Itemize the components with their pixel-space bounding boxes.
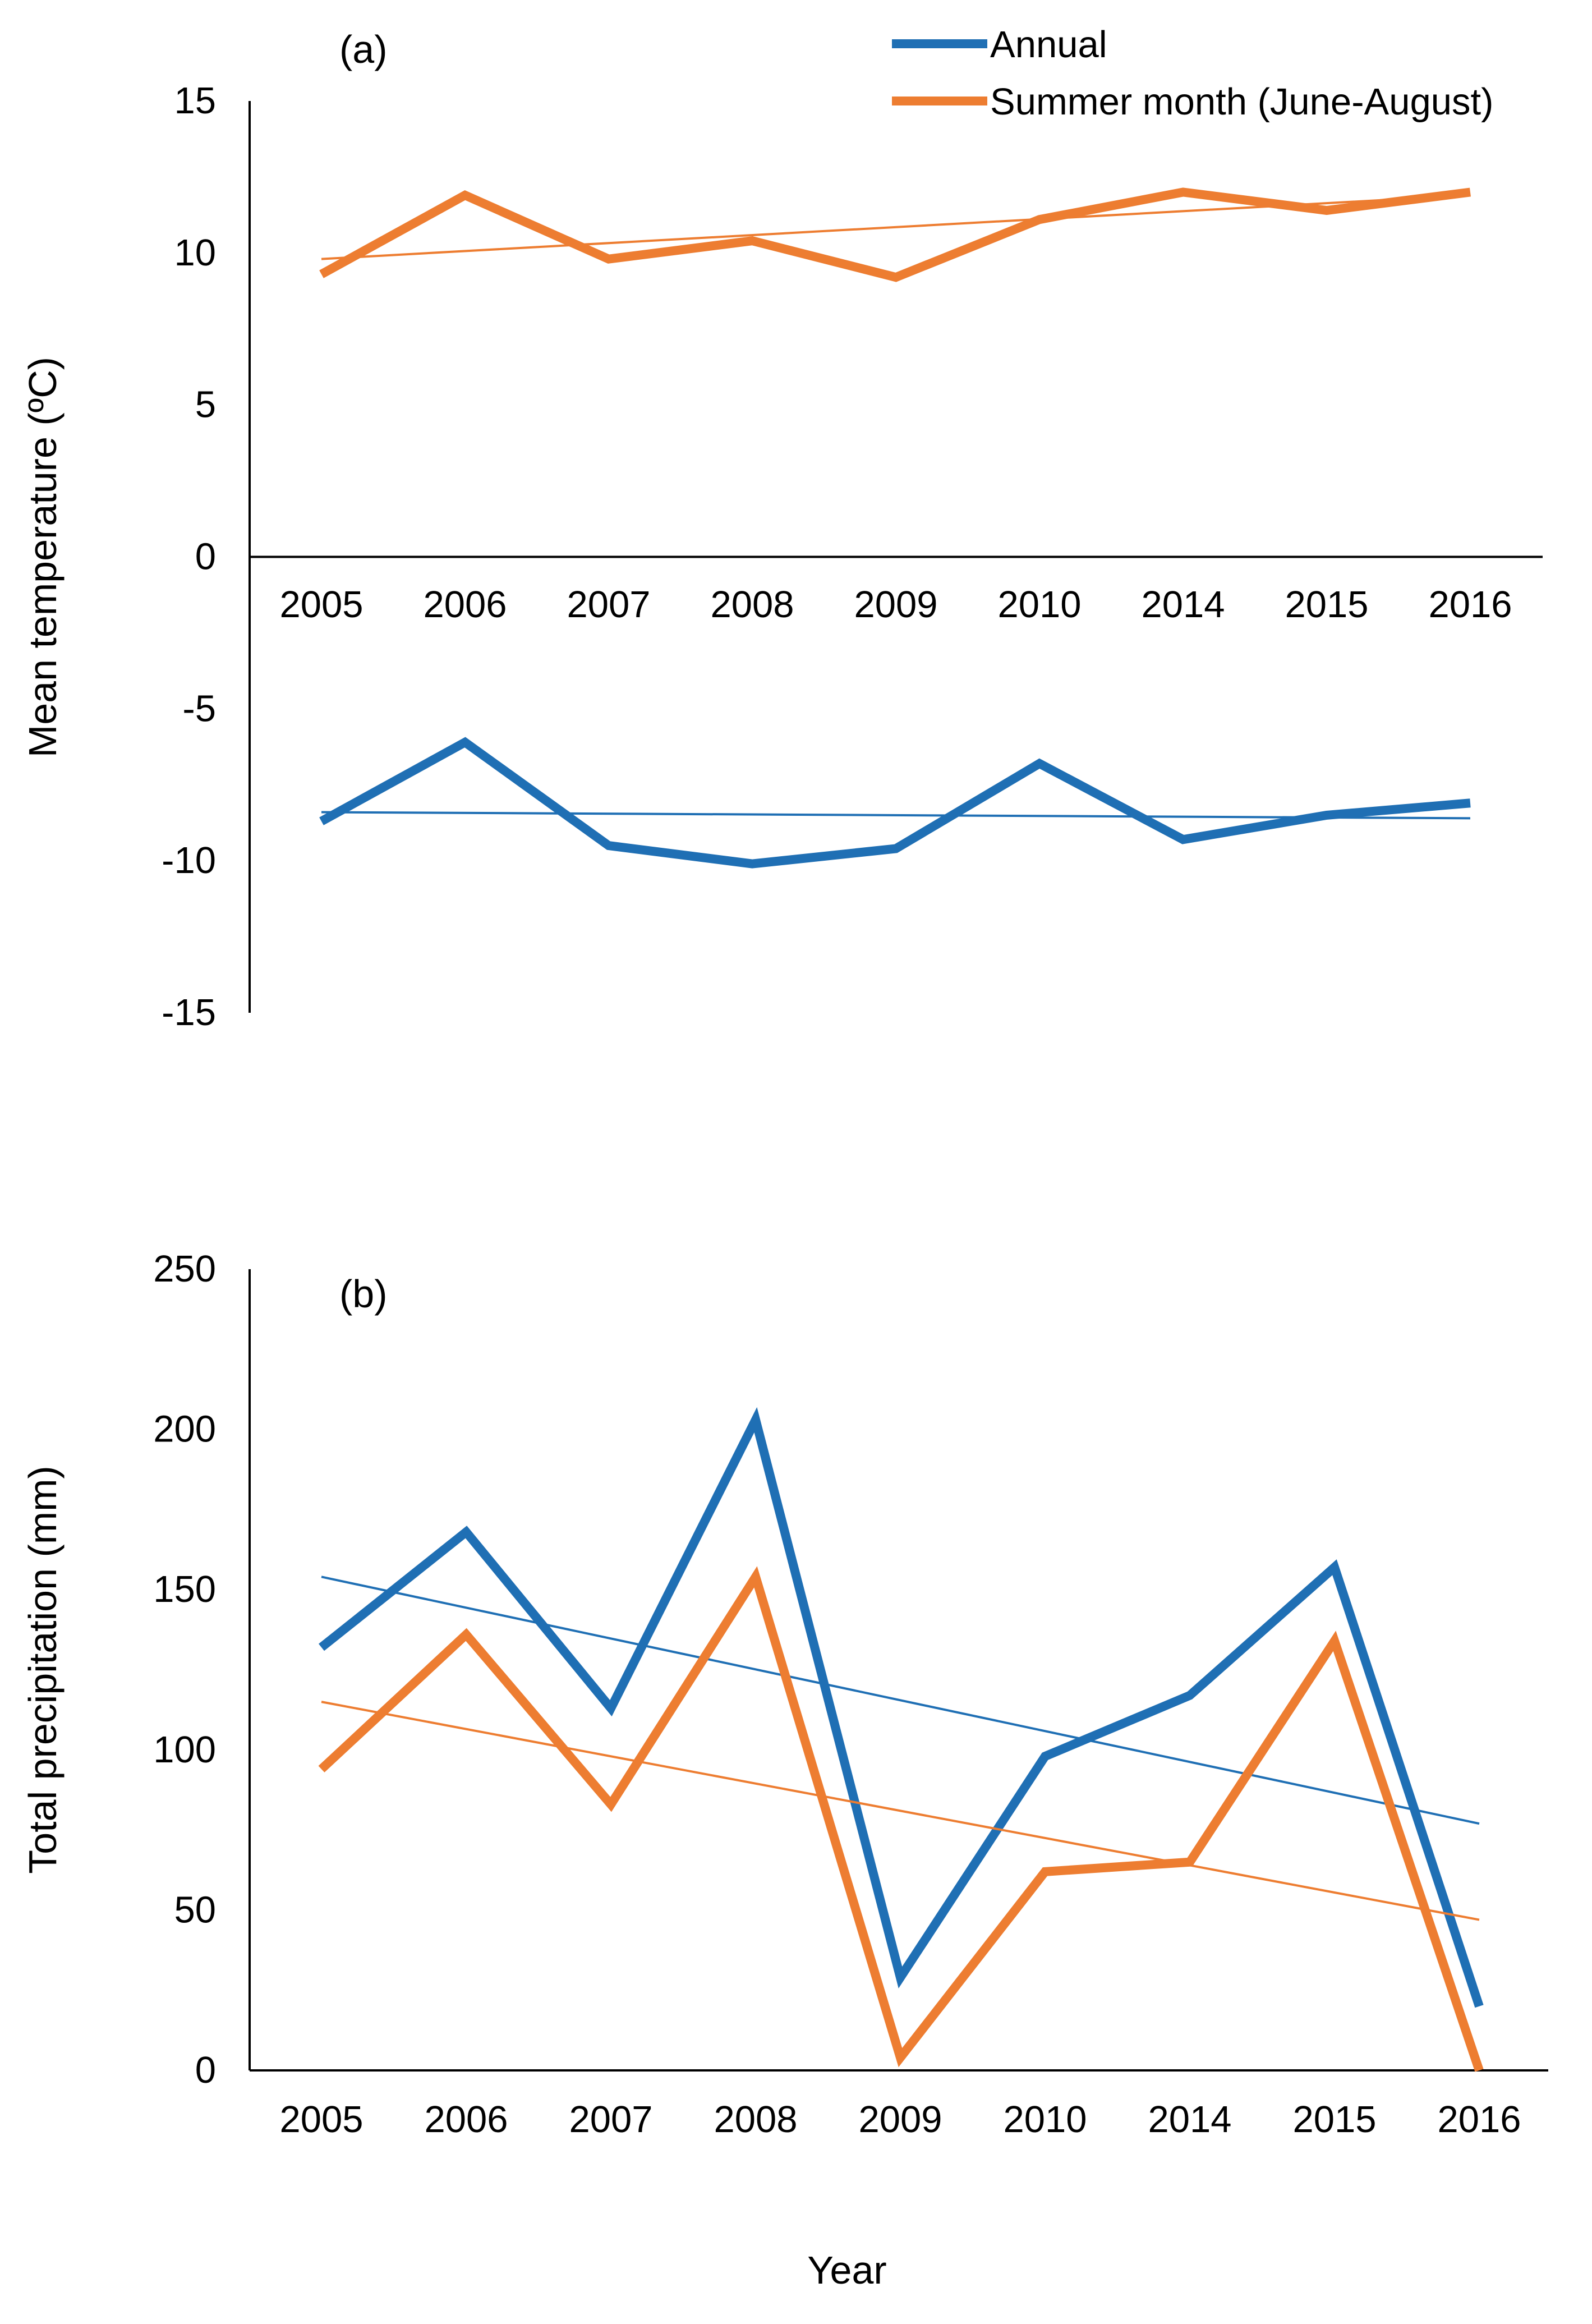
x-tick-label: 2005 — [279, 2098, 363, 2141]
x-tick-label: 2016 — [1437, 2098, 1521, 2141]
legend: Annual Summer month (June-August) — [892, 24, 1493, 123]
x-tick-label: 2015 — [1292, 2098, 1376, 2141]
x-tick-label: 2006 — [423, 584, 507, 626]
x-tick-label: 2016 — [1428, 584, 1512, 626]
summer-series-line — [319, 187, 1471, 282]
y-axis-title: Mean temperature (ºC) — [21, 357, 65, 757]
x-tick-label: 2014 — [1148, 2098, 1231, 2141]
y-tick-label: 150 — [153, 1568, 216, 1610]
panel-b-precipitation-chart: 250 200 150 100 50 0 2005 2006 2007 2008 2009 2010 2… — [21, 1248, 1548, 2141]
y-tick-label: -15 — [162, 991, 216, 1034]
legend-label: Annual — [990, 24, 1107, 66]
annual-trend-line — [321, 811, 1471, 820]
x-tick-label: 2015 — [1285, 584, 1368, 626]
summer-trend-line — [321, 1701, 1480, 1921]
y-tick-label: 10 — [174, 232, 216, 274]
x-tick-label: 2007 — [569, 2098, 652, 2141]
panel-label: (a) — [339, 27, 388, 71]
y-tick-label: 100 — [153, 1729, 216, 1771]
x-tick-label: 2010 — [1003, 2098, 1087, 2141]
y-tick-label: -5 — [182, 687, 216, 729]
summer-series-line — [318, 1566, 1484, 2072]
panel-a-temperature-chart: 15 10 5 0 -5 -10 -15 2005 2006 2007 2008 2009 2010 20… — [21, 27, 1543, 1034]
x-tick-label: 2014 — [1141, 584, 1225, 626]
y-tick-label: -10 — [162, 839, 216, 881]
x-tick-label: 2005 — [279, 584, 363, 626]
x-tick-label: 2008 — [714, 2098, 797, 2141]
legend-label: Summer month (June-August) — [990, 81, 1493, 123]
x-axis-title: Year — [807, 2248, 886, 2292]
panel-label: (b) — [339, 1272, 388, 1316]
x-tick-label: 2008 — [710, 584, 794, 626]
x-tick-label: 2009 — [858, 2098, 942, 2141]
annual-trend-line — [321, 1576, 1480, 1825]
x-tick-label: 2006 — [424, 2098, 508, 2141]
x-tick-label: 2007 — [567, 584, 650, 626]
y-tick-label: 200 — [153, 1408, 216, 1450]
y-axis-title: Total precipitation (mm) — [21, 1466, 65, 1873]
y-tick-label: 50 — [174, 1889, 216, 1931]
annual-series-line — [319, 1407, 1484, 2008]
y-tick-label: 0 — [195, 536, 216, 578]
y-tick-label: 0 — [195, 2049, 216, 2091]
y-tick-label: 250 — [153, 1248, 216, 1290]
annual-series-line — [319, 737, 1471, 869]
y-tick-label: 15 — [174, 80, 216, 122]
x-tick-label: 2009 — [854, 584, 937, 626]
y-tick-label: 5 — [195, 384, 216, 426]
x-tick-label: 2010 — [997, 584, 1081, 626]
